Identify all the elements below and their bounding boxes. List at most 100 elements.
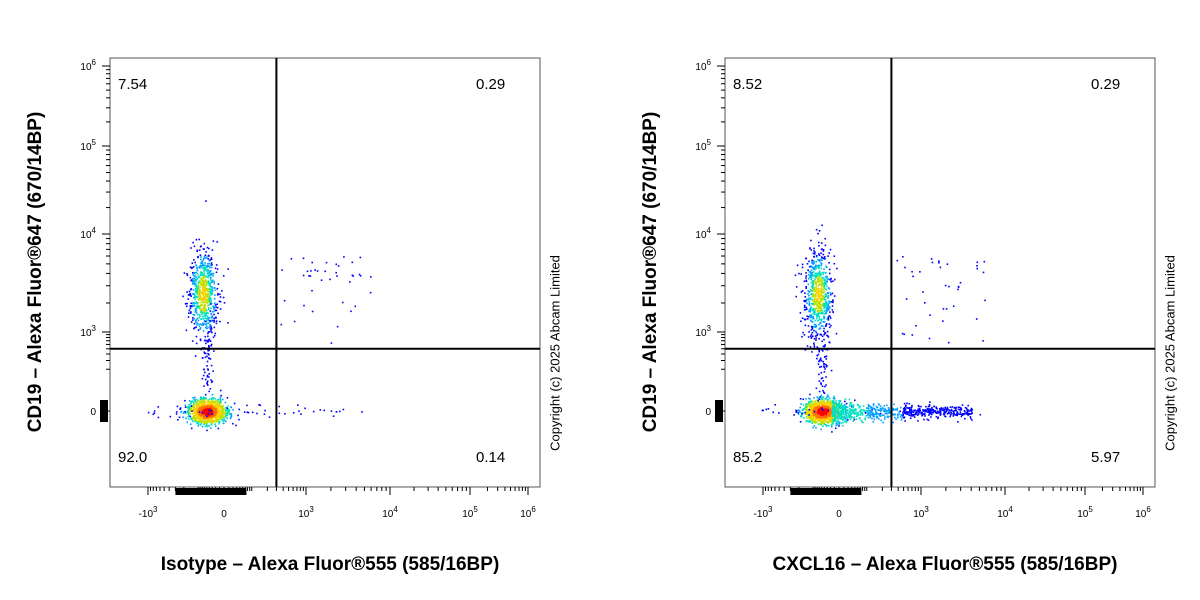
event-point [815, 339, 817, 341]
event-point [821, 271, 824, 274]
event-point [822, 345, 825, 348]
event-point [210, 303, 212, 305]
event-point [211, 249, 214, 251]
event-point [216, 416, 219, 418]
event-point [195, 290, 197, 292]
event-point [884, 416, 886, 418]
event-point [210, 400, 213, 403]
event-point [805, 257, 807, 260]
event-point [966, 410, 969, 412]
event-point [198, 419, 201, 421]
event-point [844, 416, 847, 419]
event-point [815, 302, 817, 304]
event-point [889, 412, 891, 414]
event-point [213, 326, 216, 329]
event-point [209, 411, 211, 414]
event-point [185, 302, 187, 305]
event-point [206, 419, 208, 422]
event-point [843, 406, 845, 408]
event-point [194, 419, 197, 421]
event-point [827, 399, 830, 401]
event-point [897, 415, 899, 417]
event-point [192, 281, 194, 284]
event-point [898, 413, 900, 415]
event-point [210, 412, 213, 414]
event-point [826, 277, 828, 279]
event-point [850, 408, 853, 411]
event-point [821, 311, 823, 314]
event-point [213, 317, 216, 320]
event-point [205, 307, 207, 310]
x-axis-label: CXCL16 – Alexa Fluor®555 (585/16BP) [772, 554, 1118, 575]
event-point [190, 417, 193, 419]
event-point [198, 325, 201, 327]
event-point [876, 417, 878, 419]
event-point [184, 406, 187, 408]
event-point [829, 311, 831, 313]
event-point [823, 282, 825, 285]
event-point [202, 297, 204, 299]
event-point [263, 413, 266, 415]
event-point [842, 409, 844, 412]
event-point [804, 296, 807, 298]
event-point [817, 284, 820, 287]
event-point [845, 413, 847, 415]
event-point [814, 251, 816, 254]
event-point [836, 403, 838, 406]
event-point [211, 406, 213, 409]
event-point [803, 280, 806, 283]
event-point [814, 278, 816, 280]
event-point [813, 301, 816, 303]
event-point [824, 414, 826, 417]
event-point [815, 285, 818, 288]
x-tick-label: 103 [298, 505, 314, 520]
event-point [832, 280, 834, 282]
x-zero-band [790, 488, 862, 495]
event-point [209, 388, 212, 390]
event-point [300, 413, 302, 415]
event-point [197, 399, 199, 402]
event-point [836, 405, 839, 407]
event-point [218, 416, 221, 419]
event-point [834, 406, 836, 409]
event-point [812, 404, 815, 407]
event-point [215, 316, 217, 319]
event-point [200, 307, 202, 310]
event-point [196, 404, 199, 407]
event-point [208, 406, 210, 409]
event-point [796, 410, 798, 412]
event-point [850, 411, 853, 413]
event-point [813, 262, 815, 265]
event-point [178, 416, 181, 419]
event-point [196, 415, 198, 418]
event-point [824, 419, 826, 421]
event-point [208, 338, 211, 341]
event-point [208, 418, 210, 420]
event-point [230, 414, 232, 416]
event-point [957, 288, 959, 291]
event-point [217, 414, 220, 417]
event-point [814, 297, 817, 300]
event-point [952, 415, 955, 417]
event-point [201, 399, 204, 401]
event-point [209, 301, 211, 304]
event-point [268, 416, 271, 418]
event-point [185, 305, 188, 308]
event-point [822, 288, 825, 291]
event-point [830, 324, 832, 327]
event-point [847, 419, 849, 421]
event-point [813, 338, 816, 340]
event-point [809, 288, 812, 291]
event-point [824, 344, 826, 346]
event-point [205, 301, 207, 304]
event-point [814, 266, 817, 268]
x-tick-label: 106 [1135, 505, 1151, 520]
event-point [808, 271, 811, 273]
event-point [928, 414, 930, 416]
y-tick-label: 0 [705, 407, 711, 418]
event-point [221, 406, 223, 408]
event-point [190, 405, 193, 407]
event-point [892, 409, 894, 411]
event-point [818, 260, 821, 262]
event-point [822, 277, 824, 280]
